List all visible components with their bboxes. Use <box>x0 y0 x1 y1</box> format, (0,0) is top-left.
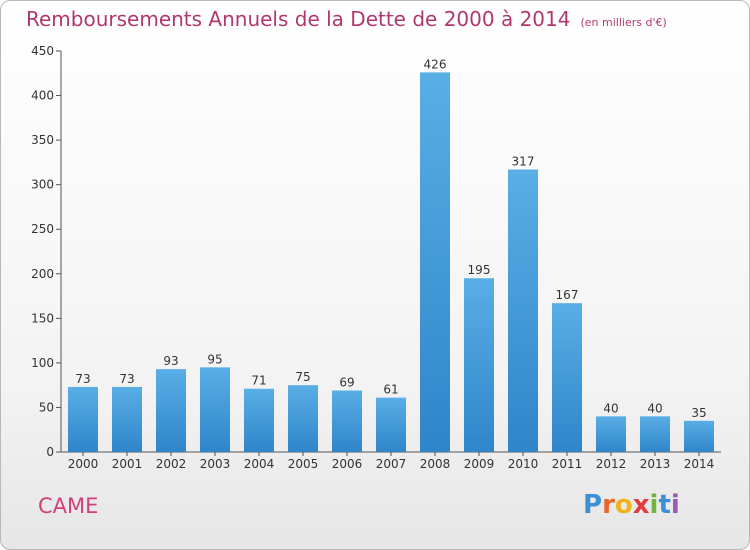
bar-2004 <box>244 388 274 452</box>
value-label-2002: 93 <box>163 354 178 368</box>
value-label-2004: 71 <box>251 374 266 388</box>
value-label-2008: 426 <box>424 57 447 71</box>
x-tick-label-2004: 2004 <box>244 457 275 471</box>
logo-letter: x <box>632 490 650 520</box>
proxiti-logo: Proxiti <box>583 490 680 520</box>
x-tick-label-2008: 2008 <box>420 457 451 471</box>
x-tick-label-2001: 2001 <box>112 457 143 471</box>
value-label-2012: 40 <box>603 401 618 415</box>
bar-2012 <box>596 416 626 452</box>
value-label-2011: 167 <box>556 288 579 302</box>
value-label-2013: 40 <box>647 401 662 415</box>
chart-value-labels: 73 73 93 95 71 75 69 61 426 195 317 167 40 40 35 <box>75 57 706 419</box>
commune-name: CAME <box>38 494 99 518</box>
y-tick-label: 300 <box>31 178 54 192</box>
y-tick-label: 200 <box>31 267 54 281</box>
x-tick-label-2012: 2012 <box>596 457 627 471</box>
logo-letter: r <box>602 490 615 520</box>
y-tick-label: 450 <box>31 44 54 58</box>
y-tick-label: 350 <box>31 133 54 147</box>
bar-2014 <box>684 420 714 452</box>
value-label-2001: 73 <box>119 372 134 386</box>
chart-title: Remboursements Annuels de la Dette de 20… <box>26 7 667 31</box>
chart-axes: 0 50 100 150 200 250 300 350 400 450 2000 2001 2002 2… <box>31 44 721 471</box>
value-label-2006: 69 <box>339 376 354 390</box>
bar-2013 <box>640 416 670 452</box>
y-tick-label: 0 <box>46 445 54 459</box>
value-label-2009: 195 <box>468 263 491 277</box>
bar-2007 <box>376 397 406 452</box>
x-tick-label-2007: 2007 <box>376 457 407 471</box>
x-tick-label-2013: 2013 <box>640 457 671 471</box>
x-tick-label-2000: 2000 <box>68 457 99 471</box>
bar-2008 <box>420 72 450 453</box>
x-tick-label-2005: 2005 <box>288 457 319 471</box>
chart-unit: (en milliers d'€) <box>580 16 667 29</box>
chart-title-text: Remboursements Annuels de la Dette de 20… <box>26 7 571 31</box>
logo-letter: i <box>649 490 659 520</box>
value-label-2010: 317 <box>512 155 535 169</box>
logo-letter: t <box>658 490 671 520</box>
y-tick-label: 250 <box>31 222 54 236</box>
bar-2003 <box>200 367 230 452</box>
x-tick-label-2011: 2011 <box>552 457 583 471</box>
x-tick-label-2002: 2002 <box>156 457 187 471</box>
value-label-2005: 75 <box>295 370 310 384</box>
y-tick-label: 100 <box>31 356 54 370</box>
value-label-2014: 35 <box>691 406 706 420</box>
bar-2011 <box>552 303 582 452</box>
logo-letter: i <box>670 490 680 520</box>
bar-2009 <box>464 278 494 452</box>
bar-2000 <box>68 386 98 452</box>
x-tick-label-2006: 2006 <box>332 457 363 471</box>
bar-2005 <box>288 385 318 452</box>
logo-letter: o <box>614 490 633 520</box>
bar-2010 <box>508 169 538 453</box>
y-tick-label: 400 <box>31 89 54 103</box>
logo-letter: P <box>583 490 603 520</box>
value-label-2003: 95 <box>207 352 222 366</box>
x-tick-label-2003: 2003 <box>200 457 231 471</box>
x-tick-label-2014: 2014 <box>684 457 715 471</box>
x-tick-label-2010: 2010 <box>508 457 539 471</box>
y-tick-label: 50 <box>39 400 54 414</box>
value-label-2000: 73 <box>75 372 90 386</box>
bar-2006 <box>332 390 362 452</box>
value-label-2007: 61 <box>383 383 398 397</box>
y-tick-label: 150 <box>31 311 54 325</box>
bar-2002 <box>156 369 186 452</box>
chart-bars <box>68 72 714 453</box>
bar-2001 <box>112 386 142 452</box>
x-tick-label-2009: 2009 <box>464 457 495 471</box>
